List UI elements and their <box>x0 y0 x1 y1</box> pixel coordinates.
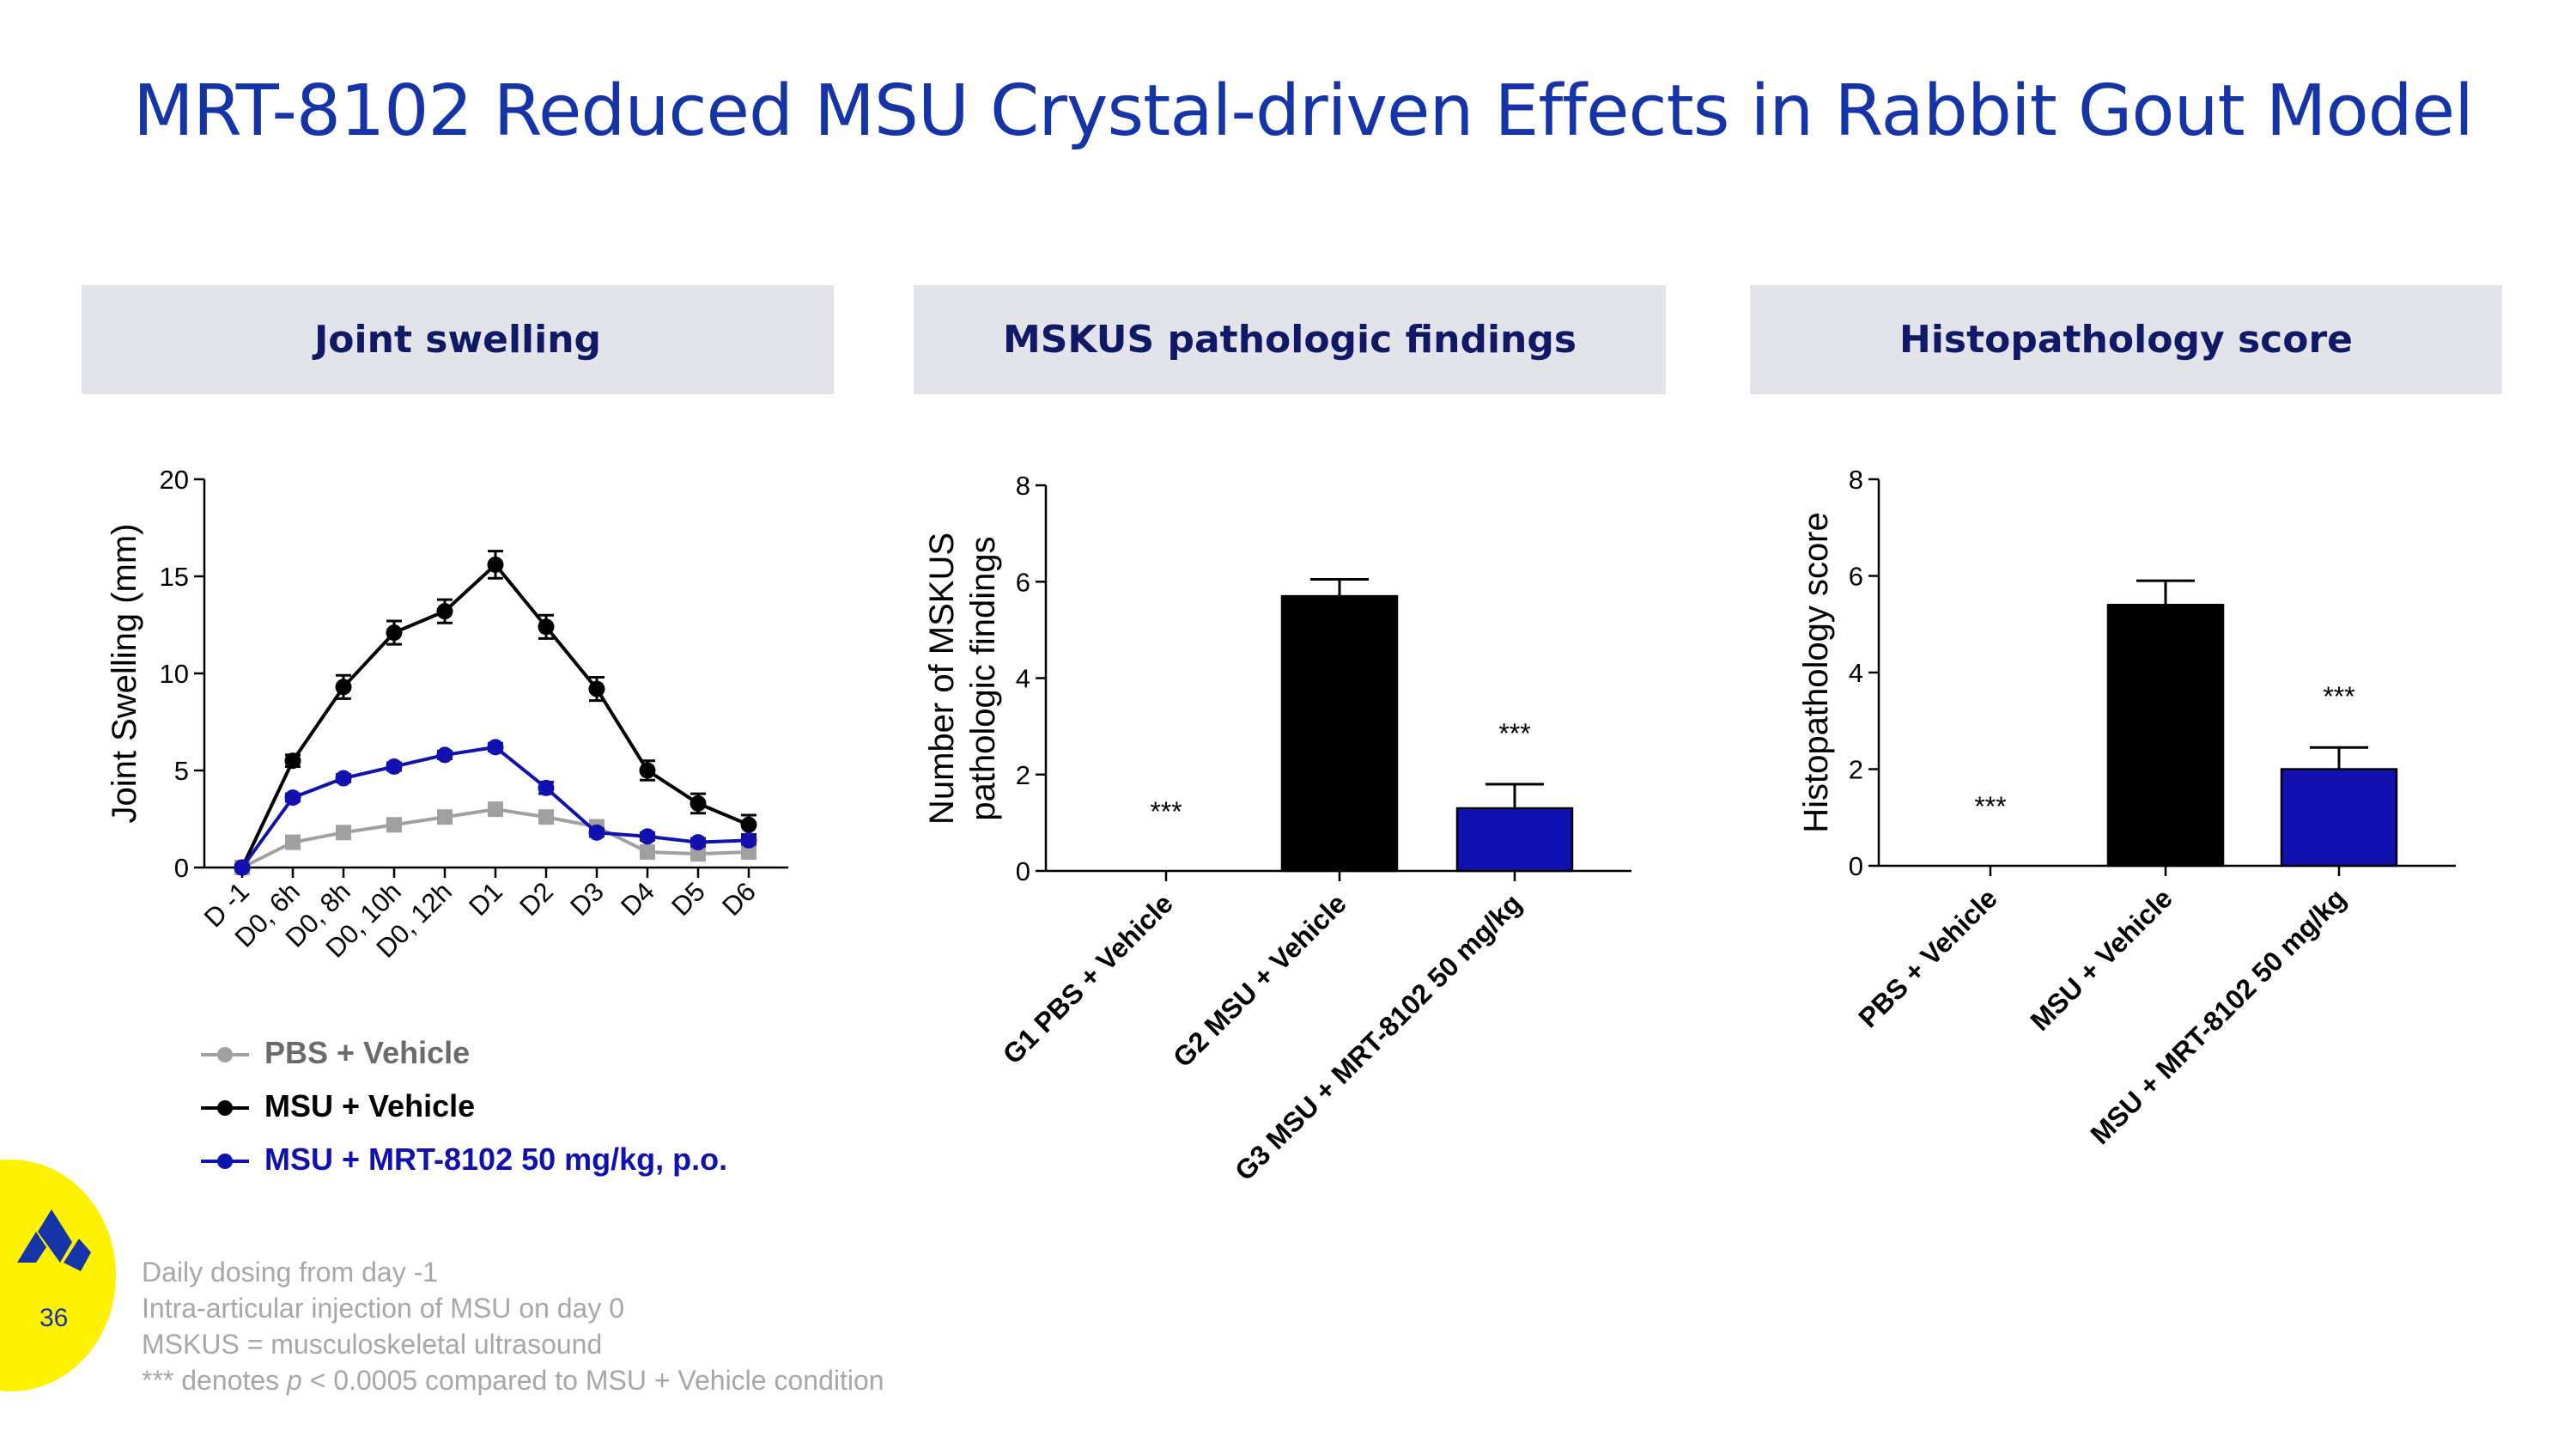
chart3-significance-label: *** <box>1974 791 2006 822</box>
chart1-x-tick-label: D3 <box>564 876 610 922</box>
chart1-point <box>436 603 453 620</box>
footnotes: Daily dosing from day -1 Intra-articular… <box>142 1254 884 1398</box>
chart3-y-tick-label: 2 <box>1849 755 1863 785</box>
chart2-y-label-line2: pathologic findings <box>964 536 1002 820</box>
chart2-bar <box>1455 807 1574 873</box>
chart2-x-tick-label: G1 PBS + Vehicle <box>997 887 1179 1069</box>
chart2-y-label-line1: Number of MSKUS <box>923 533 961 825</box>
chart1-point <box>234 859 251 876</box>
chart2-y-tick-label: 4 <box>1016 664 1030 694</box>
chart2-significance-label: *** <box>1498 718 1530 749</box>
company-logo-icon <box>17 1209 91 1271</box>
chart3-bar <box>2106 604 2225 868</box>
chart1-point <box>588 680 605 697</box>
panel-header-joint-swelling: Joint swelling <box>82 285 834 394</box>
chart3-x-tick-label: PBS + Vehicle <box>1852 882 2003 1033</box>
legend-label-pbs: PBS + Vehicle <box>264 1035 471 1070</box>
chart1-point <box>690 795 707 812</box>
chart1-point <box>538 618 555 636</box>
panel-header-mskus: MSKUS pathologic findings <box>914 285 1666 394</box>
chart1-point <box>386 817 402 833</box>
chart2-y-tick-label: 0 <box>1016 856 1030 886</box>
chart3-y-tick-label: 6 <box>1849 562 1863 592</box>
chart1-point <box>640 843 655 860</box>
chart1-point <box>335 679 352 696</box>
footnote-sig-pre: *** denotes <box>142 1365 288 1396</box>
chart3-y-label: Histopathology score <box>1797 512 1835 833</box>
chart3-bar <box>2280 768 2398 868</box>
chart1-x-tick-label: D4 <box>615 876 660 922</box>
chart2-y-tick-label: 6 <box>1016 567 1030 597</box>
chart1-x-tick-label: D1 <box>463 876 508 922</box>
chart1-x-tick-label: D6 <box>716 876 762 922</box>
chart1-y-tick-label: 5 <box>174 756 189 786</box>
chart1-point <box>284 789 301 807</box>
page-number: 36 <box>39 1304 69 1332</box>
chart2-bar <box>1280 594 1399 873</box>
legend-marker-pbs-icon <box>201 1047 249 1063</box>
chart2-x-tick-label: G3 MSU + MRT-8102 50 mg/kg <box>1229 887 1528 1186</box>
chart1-point <box>538 809 554 825</box>
legend-item-msu: MSU + Vehicle <box>201 1088 475 1125</box>
legend-marker-msu-icon <box>201 1100 249 1117</box>
footnote-sig-post: < 0.0005 compared to MSU + Vehicle condi… <box>301 1365 884 1396</box>
footnote-sig-p: p <box>287 1365 302 1396</box>
chart1-point <box>284 752 301 770</box>
chart1-point <box>386 758 403 775</box>
chart1-point <box>386 624 403 642</box>
chart1-point <box>741 843 756 860</box>
chart3-y-tick-label: 0 <box>1849 851 1863 881</box>
chart1-point <box>488 801 503 818</box>
chart2-y-tick-label: 2 <box>1016 760 1030 790</box>
footnote-dosing: Daily dosing from day -1 <box>142 1257 439 1288</box>
footnote-significance: *** denotes p < 0.0005 compared to MSU +… <box>142 1362 884 1398</box>
chart1-y-tick-label: 20 <box>160 465 189 495</box>
chart1-point <box>740 831 757 849</box>
legend-marker-mrt-icon <box>201 1154 249 1170</box>
legend-item-mrt: MSU + MRT-8102 50 mg/kg, p.o. <box>201 1142 727 1178</box>
chart1-point <box>639 828 656 845</box>
legend-label-msu: MSU + Vehicle <box>264 1088 476 1123</box>
chart2-x-tick-label: G2 MSU + Vehicle <box>1167 887 1352 1073</box>
chart2-y-tick-label: 8 <box>1016 471 1030 501</box>
chart1-point <box>487 739 504 756</box>
footnote-mskus: MSKUS = musculoskeletal ultrasound <box>142 1329 603 1360</box>
chart3-y-tick-label: 4 <box>1849 658 1863 688</box>
chart3-significance-label: *** <box>2323 681 2354 712</box>
chart1-point <box>436 746 453 764</box>
chart1-y-tick-label: 10 <box>160 659 189 689</box>
legend-label-mrt: MSU + MRT-8102 50 mg/kg, p.o. <box>264 1142 728 1177</box>
chart1-point <box>690 846 706 862</box>
chart1-x-tick-label: D5 <box>665 876 711 922</box>
chart1-point <box>538 779 555 796</box>
chart3-x-tick-label: MSU + Vehicle <box>2024 882 2178 1037</box>
chart1-point <box>690 834 707 851</box>
chart1-y-label: Joint Swelling (mm) <box>106 524 143 824</box>
footnote-injection: Intra-articular injection of MSU on day … <box>142 1293 625 1324</box>
chart1-y-tick-label: 0 <box>174 853 189 883</box>
chart1-x-tick-label: D2 <box>513 876 559 922</box>
chart1-point <box>487 556 504 573</box>
chart1-point <box>588 824 605 841</box>
chart1-point <box>336 825 351 841</box>
chart1-point <box>335 770 352 787</box>
chart1-point <box>740 816 757 833</box>
chart1-point <box>285 834 301 850</box>
chart1-series-line-1 <box>240 562 750 868</box>
page-title: MRT-8102 Reduced MSU Crystal-driven Effe… <box>133 70 2474 152</box>
chart3-y-tick-label: 8 <box>1849 465 1863 495</box>
legend-item-pbs: PBS + Vehicle <box>201 1035 470 1072</box>
chart1-point <box>437 809 453 825</box>
chart2-significance-label: *** <box>1150 796 1182 827</box>
chart1-y-tick-label: 15 <box>160 562 189 592</box>
chart1-point <box>639 762 656 779</box>
panel-header-histopathology: Histopathology score <box>1750 285 2502 394</box>
